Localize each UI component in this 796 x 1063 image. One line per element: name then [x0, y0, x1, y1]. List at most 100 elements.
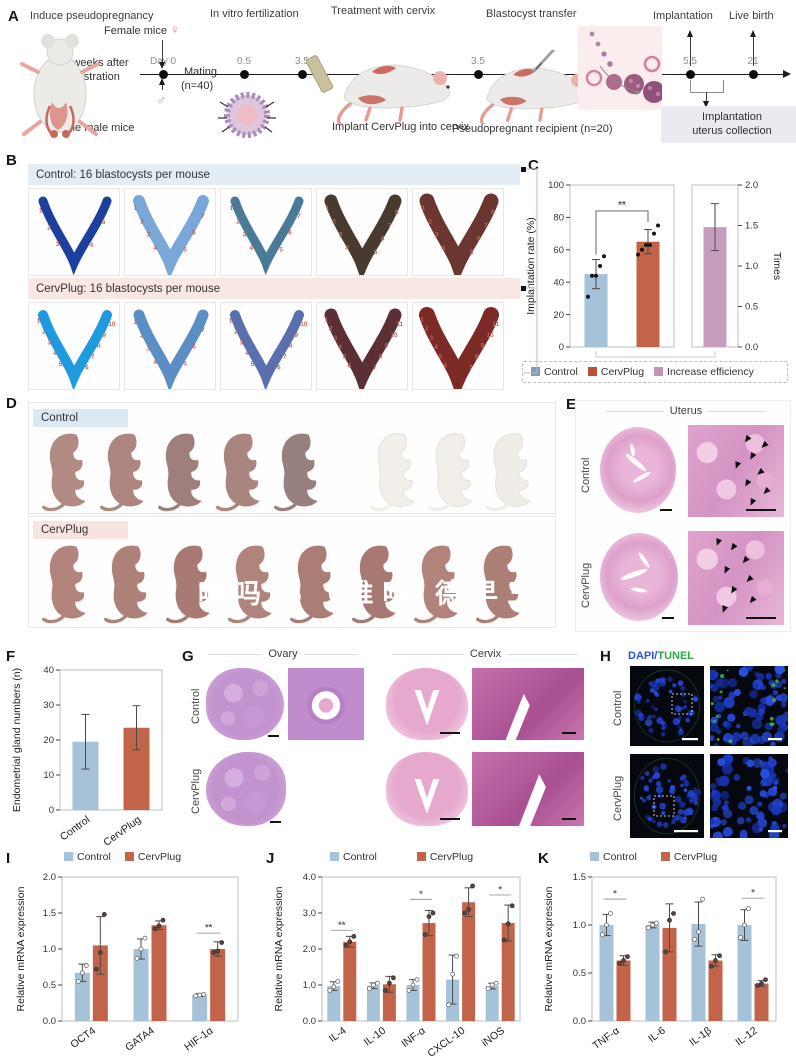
- embryo-number: 6: [288, 230, 292, 237]
- embryo-number: 6: [477, 236, 481, 243]
- figure-graphic-element: [647, 716, 651, 720]
- figure-graphic-element: *: [419, 889, 423, 900]
- figure-graphic-element: [710, 790, 721, 802]
- figure-graphic-element: [661, 810, 666, 816]
- figure-graphic-element: IL-12: [733, 1025, 760, 1049]
- data-point: [466, 907, 472, 912]
- panel-label-d: D: [6, 395, 17, 412]
- figure-graphic-element: [719, 690, 723, 694]
- embryo-number: 3: [147, 232, 151, 239]
- figure-graphic-element: 1.0: [303, 980, 316, 991]
- embryo-number: 7: [297, 213, 301, 220]
- embryo-number: 2: [425, 326, 429, 333]
- embryo-number: 3: [435, 232, 439, 239]
- figure-graphic-element: [646, 795, 651, 800]
- figure-graphic-element: 0.0: [573, 1016, 586, 1027]
- figure-graphic-element: [38, 310, 112, 391]
- figure-graphic-element: [714, 701, 725, 713]
- legend-increase: Increase efficiency: [654, 366, 754, 378]
- figure-graphic-element: [336, 102, 404, 124]
- figure-graphic-element: [235, 545, 272, 619]
- uterus-image: 1 2 3 4 5 6 7 8 9 10: [220, 302, 312, 391]
- arrowhead-marker: [728, 543, 738, 553]
- figure-graphic-element: [726, 754, 733, 762]
- embryo-number: 6: [347, 363, 351, 370]
- bar: [343, 941, 357, 1021]
- data-point: [450, 971, 456, 977]
- data-point: [590, 273, 594, 278]
- figure-graphic-element: [479, 103, 544, 124]
- control-ovary-zoom-image: [288, 668, 364, 740]
- figure-graphic-element: [639, 796, 643, 800]
- cervplug-cervix-image: [386, 752, 468, 826]
- pup-illustration: [476, 545, 520, 624]
- figure-graphic-element: [637, 714, 646, 722]
- figure-graphic-element: 100: [548, 180, 564, 191]
- panel-label-c: C: [528, 157, 539, 174]
- panel-h: H DAPI/TUNEL Control CervPlug: [598, 640, 796, 850]
- figure-graphic-element: [158, 502, 181, 512]
- figure-graphic-element: [111, 545, 148, 619]
- scale-bar: [660, 508, 672, 511]
- figure-graphic-element: [218, 101, 276, 133]
- data-point: [667, 917, 672, 923]
- scale-bar: [746, 616, 776, 619]
- embryo-number: 1: [134, 319, 138, 326]
- panel-e: E Uterus Control CervPlug: [558, 390, 796, 640]
- control-swatch-icon: [330, 852, 339, 861]
- ovary-header: Ovary: [208, 648, 358, 660]
- faded-pup-illustration: [486, 433, 531, 512]
- data-point: [93, 966, 99, 972]
- figure-graphic-element: [290, 614, 313, 624]
- figure-graphic-element: [42, 502, 65, 512]
- panel-label-g: G: [182, 648, 194, 665]
- figure-graphic-element: [633, 757, 701, 835]
- panel-i-legend: Control CervPlug: [64, 851, 181, 863]
- figure-graphic-element: [710, 783, 717, 790]
- embryo-number: 7: [373, 364, 377, 371]
- bar: [691, 924, 706, 1021]
- data-point: [156, 923, 162, 929]
- figure-graphic-element: [717, 758, 726, 767]
- bar: [636, 241, 660, 347]
- figure-graphic-element: [687, 789, 695, 798]
- stain-label: DAPI/TUNEL: [628, 650, 695, 662]
- dapi-label: DAPI: [628, 650, 655, 662]
- embryo-number: 4: [338, 344, 342, 351]
- embryo-number: 5: [343, 353, 347, 360]
- figure-graphic-element: [643, 785, 649, 791]
- figure-graphic-element: [774, 666, 785, 675]
- data-point: [654, 920, 659, 926]
- figure-graphic-element: [760, 684, 766, 691]
- figure-graphic-element: [635, 90, 641, 95]
- stage-induce: Induce pseudopregnancy: [30, 10, 154, 22]
- legend-control: Control: [531, 366, 578, 378]
- figure-graphic-element: [107, 433, 144, 507]
- figure-graphic-element: [678, 725, 682, 729]
- collection-arrow-line: [705, 92, 707, 102]
- panel-c-legend: Control CervPlug Increase efficiency: [522, 361, 788, 383]
- supine-mouse-illustration: [20, 34, 100, 138]
- figure-graphic-element: [676, 706, 682, 713]
- embryo-number: 4: [249, 245, 253, 252]
- figure-graphic-element: CXCL-10: [425, 1025, 467, 1060]
- figure-graphic-element: Relative mRNA expression: [15, 886, 27, 1011]
- figure-graphic-element: [677, 680, 684, 686]
- panel-b: B Control: 16 blastocysts per mouse Cerv…: [0, 150, 530, 399]
- figure-graphic-element: [667, 778, 672, 783]
- embryo-number: 4: [441, 245, 445, 252]
- embryo-number: 9: [102, 332, 106, 339]
- data-point: [160, 917, 166, 923]
- figure-graphic-element: [599, 65, 639, 93]
- figure-graphic-element: [660, 763, 667, 770]
- faded-pup-illustration: [370, 433, 415, 512]
- livebirth-arrow-line: [752, 36, 754, 66]
- figure-graphic-element: [653, 690, 658, 695]
- figure-graphic-element: 1.0: [745, 261, 758, 272]
- figure-graphic-element: [722, 720, 730, 728]
- arrowhead-marker: [713, 537, 722, 547]
- figure-graphic-element: [715, 777, 721, 783]
- figure-graphic-element: [661, 721, 666, 726]
- figure-graphic-element: [749, 805, 759, 816]
